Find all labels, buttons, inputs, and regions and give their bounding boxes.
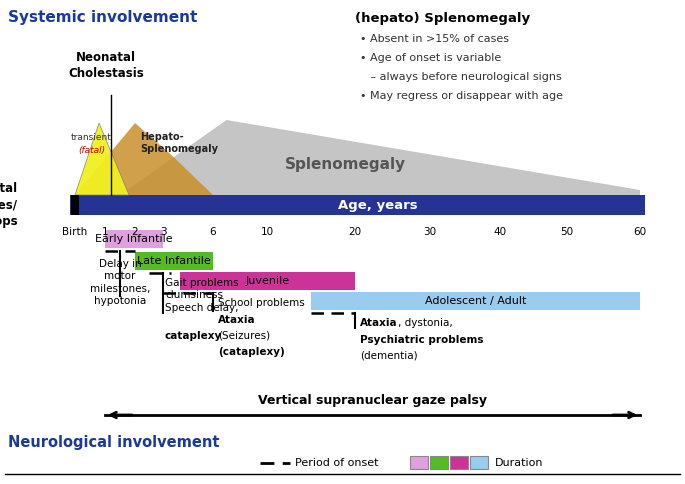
Text: cataplexy: cataplexy [165,331,222,341]
Text: 1: 1 [101,227,108,237]
Text: 6: 6 [210,227,216,237]
Polygon shape [75,123,129,195]
Text: • May regress or disappear with age: • May regress or disappear with age [360,91,563,101]
Text: (fatal): (fatal) [78,147,105,155]
Text: • Absent in >15% of cases: • Absent in >15% of cases [360,34,509,44]
Bar [470,456,488,469]
Text: (Seizures): (Seizures) [218,331,270,341]
Text: Neurological involvement: Neurological involvement [8,435,219,450]
Text: Ataxia: Ataxia [360,318,397,328]
Text: Period of onset: Period of onset [295,458,379,468]
Text: 50: 50 [560,227,573,237]
Text: Duration: Duration [495,458,543,468]
Bar [135,252,213,270]
Text: (dementia): (dementia) [360,351,418,361]
Bar [410,456,428,469]
Text: (hepato) Splenomegaly: (hepato) Splenomegaly [355,12,530,25]
Text: • Age of onset is variable: • Age of onset is variable [360,53,501,63]
Text: Neonatal
Cholestasis: Neonatal Cholestasis [68,51,144,80]
Text: Birth: Birth [62,227,88,237]
Text: Adolescent / Adult: Adolescent / Adult [425,296,526,306]
Text: 2: 2 [132,227,138,237]
Text: Late Infantile: Late Infantile [137,256,211,266]
Text: 40: 40 [493,227,507,237]
Text: 10: 10 [260,227,273,237]
Text: (cataplexy): (cataplexy) [218,347,284,357]
Text: Early Infantile: Early Infantile [95,234,173,244]
Polygon shape [75,123,213,195]
Bar [70,195,645,215]
Text: 30: 30 [423,227,436,237]
Text: Systemic involvement: Systemic involvement [8,10,197,25]
Text: Hepato-
Splenomegaly: Hepato- Splenomegaly [140,132,219,154]
Bar [430,456,448,469]
Text: Juvenile: Juvenile [245,276,289,286]
Bar [311,292,640,310]
Bar [71,195,79,215]
Bar [105,230,163,248]
Text: , dystonia,: , dystonia, [398,318,453,328]
Text: Foetal
Ascites/
hydrops: Foetal Ascites/ hydrops [0,182,18,227]
Bar [179,272,355,290]
Text: Ataxia: Ataxia [218,315,256,325]
Text: Gait problems
clumsiness
Speech delay,: Gait problems clumsiness Speech delay, [165,278,238,313]
Polygon shape [120,120,640,195]
Text: 20: 20 [349,227,362,237]
Text: Delay in
motor
milestones,
hypotonia: Delay in motor milestones, hypotonia [90,259,150,306]
Text: Age, years: Age, years [338,198,417,212]
Text: transient: transient [71,133,112,141]
Bar [450,456,468,469]
Text: School problems: School problems [218,298,304,308]
Text: – always before neurological signs: – always before neurological signs [360,72,562,82]
Text: Vertical supranuclear gaze palsy: Vertical supranuclear gaze palsy [258,394,487,407]
Text: 60: 60 [634,227,647,237]
Text: 3: 3 [160,227,166,237]
Text: Splenomegaly: Splenomegaly [284,157,406,172]
Text: Psychiatric problems: Psychiatric problems [360,335,484,345]
